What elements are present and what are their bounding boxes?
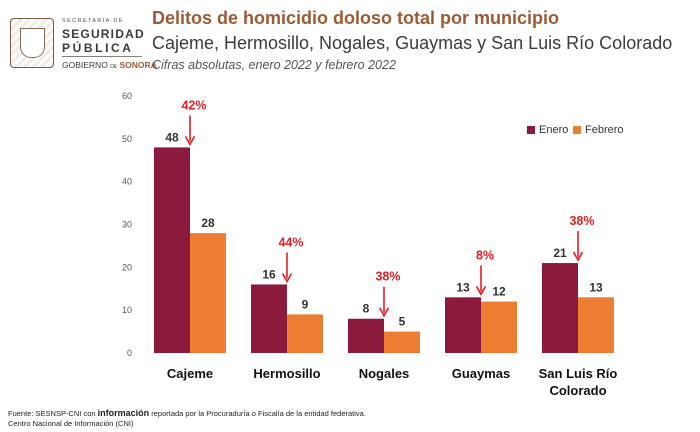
legend-item: Febrero bbox=[573, 124, 624, 136]
source-suffix: reportada por la Procuraduría o Fiscalía… bbox=[149, 409, 366, 418]
data-label: 28 bbox=[201, 216, 215, 230]
data-label: 16 bbox=[262, 267, 276, 281]
logo-sonora-word: SONORA bbox=[119, 60, 157, 70]
y-tick-label: 10 bbox=[122, 305, 132, 315]
logo-de-word: DE bbox=[110, 64, 118, 70]
legend-swatch bbox=[573, 126, 581, 134]
bar-enero bbox=[348, 318, 384, 353]
legend-label: Febrero bbox=[585, 124, 624, 136]
bar-enero bbox=[445, 297, 481, 353]
logo-gobierno-word: GOBIERNO bbox=[62, 60, 108, 70]
y-tick-label: 60 bbox=[122, 91, 132, 101]
bar-enero bbox=[154, 147, 190, 353]
category-label: Nogales bbox=[359, 366, 410, 381]
change-annotation: 44% bbox=[278, 235, 303, 249]
category-label: Colorado bbox=[549, 383, 606, 398]
change-annotation: 42% bbox=[181, 98, 206, 112]
category-label: Hermosillo bbox=[253, 366, 320, 381]
state-seal-icon bbox=[10, 18, 54, 68]
chart-title: Delitos de homicidio doloso total por mu… bbox=[152, 8, 560, 28]
bar-febrero bbox=[578, 297, 614, 353]
bar-enero bbox=[542, 263, 578, 353]
data-label: 9 bbox=[302, 297, 309, 311]
bar-febrero bbox=[190, 233, 226, 353]
category-label: Guaymas bbox=[452, 366, 511, 381]
data-label: 48 bbox=[165, 130, 179, 144]
change-arrow-head bbox=[572, 251, 584, 262]
data-label: 13 bbox=[456, 280, 470, 294]
secretaria-logo: SECRETARÍA DE SEGURIDAD PÚBLICA GOBIERNO… bbox=[10, 16, 157, 72]
source-note: Fuente: SESNSP-CNI con información repor… bbox=[8, 408, 366, 418]
chart-subtitle: Cajeme, Hermosillo, Nogales, Guaymas y S… bbox=[152, 33, 673, 53]
data-label: 13 bbox=[589, 280, 603, 294]
bar-febrero bbox=[287, 314, 323, 353]
legend-item: Enero bbox=[527, 124, 568, 136]
change-annotation: 38% bbox=[375, 270, 400, 284]
logo-seguridad-text: SEGURIDAD bbox=[62, 27, 145, 41]
legend-swatch bbox=[527, 126, 535, 134]
y-tick-label: 0 bbox=[127, 348, 132, 358]
change-annotation: 38% bbox=[569, 214, 594, 228]
logo-publica-text: PÚBLICA bbox=[62, 41, 134, 55]
y-tick-label: 30 bbox=[122, 220, 132, 230]
data-label: 21 bbox=[553, 246, 567, 260]
source-bold: información bbox=[97, 408, 150, 418]
bar-febrero bbox=[481, 301, 517, 353]
source-note-line2: Centro Nacional de Información (CNI) bbox=[8, 419, 134, 428]
change-arrow-head bbox=[184, 136, 196, 147]
bar-enero bbox=[251, 284, 287, 353]
data-label: 12 bbox=[492, 285, 506, 299]
logo-secretaria-text: SECRETARÍA DE bbox=[62, 18, 124, 24]
category-label: Cajeme bbox=[167, 366, 213, 381]
bar-febrero bbox=[384, 331, 420, 353]
change-annotation: 8% bbox=[476, 248, 494, 262]
bar-chart: 0 10 20 30 40 50 60 48 28 42% Cajeme 16 9 44% Hermosil… bbox=[122, 91, 618, 398]
y-tick-label: 20 bbox=[122, 262, 132, 272]
logo-gobierno-text: GOBIERNO DE SONORA bbox=[62, 60, 157, 70]
y-tick-label: 50 bbox=[122, 134, 132, 144]
category-label: San Luis Río bbox=[539, 366, 618, 381]
chart-note: Cifras absolutas, enero 2022 y febrero 2… bbox=[152, 58, 396, 72]
source-prefix: Fuente: SESNSP-CNI con bbox=[8, 409, 98, 418]
change-arrow-head bbox=[281, 273, 293, 284]
data-label: 8 bbox=[363, 302, 370, 316]
y-tick-label: 40 bbox=[122, 177, 132, 187]
legend-label: Enero bbox=[539, 124, 569, 136]
change-arrow-head bbox=[475, 285, 487, 296]
data-label: 5 bbox=[399, 315, 406, 329]
logo-divider bbox=[62, 56, 142, 57]
change-arrow-head bbox=[378, 307, 390, 318]
